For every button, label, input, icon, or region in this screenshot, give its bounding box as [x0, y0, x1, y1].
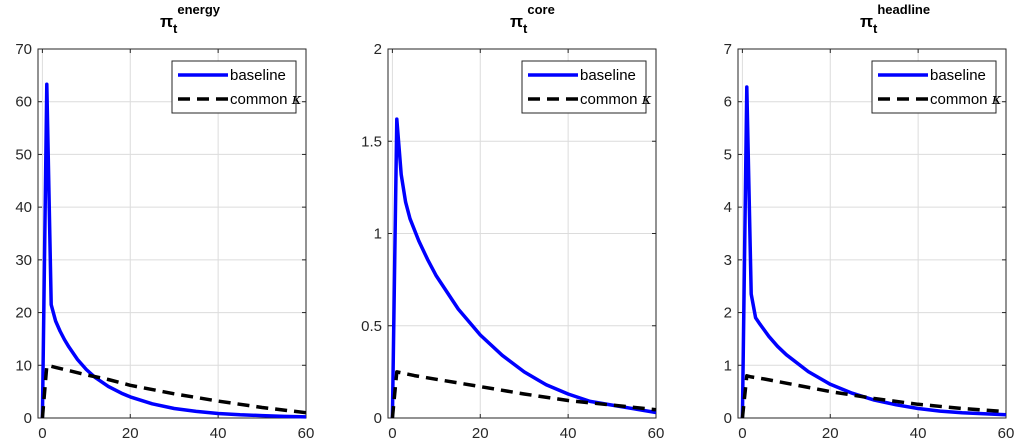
legend: baseline common κ	[521, 60, 652, 114]
title-superscript: energy	[177, 2, 220, 17]
title-subscript: t	[523, 21, 528, 36]
x-tick-label: 20	[122, 425, 139, 442]
legend-label-symbol: κ	[641, 90, 652, 108]
y-tick-label: 3	[724, 252, 732, 269]
y-tick-label: 50	[15, 146, 32, 163]
chart-panel-3: 0 20 40 60 0 1 2 3 4 5 6 7 πt headline baseline common …	[724, 2, 1015, 442]
y-tick-label: 0	[374, 410, 382, 427]
legend-box	[521, 60, 647, 114]
y-tick-label: 60	[15, 94, 32, 111]
y-tick-label: 7	[724, 41, 732, 58]
legend-label: baseline	[930, 67, 986, 84]
legend-label-text: common	[580, 91, 642, 108]
y-tick-label: 6	[724, 94, 732, 111]
y-tick-label: 0	[24, 410, 32, 427]
legend-label: baseline	[230, 67, 286, 84]
panel-title: πt core	[510, 2, 555, 36]
y-tick-label: 30	[15, 252, 32, 269]
panel-title: πt headline	[860, 2, 930, 36]
legend-box	[871, 60, 997, 114]
title-subscript: t	[873, 21, 878, 36]
y-tick-label: 0.5	[361, 318, 382, 335]
x-tick-label: 0	[738, 425, 746, 442]
x-tick-label: 40	[210, 425, 227, 442]
legend-label: common κ	[580, 90, 652, 108]
legend: baseline common κ	[871, 60, 1002, 114]
y-tick-label: 5	[724, 146, 732, 163]
x-tick-label: 60	[998, 425, 1015, 442]
y-tick-label: 0	[724, 410, 732, 427]
y-tick-label: 10	[15, 357, 32, 374]
x-tick-label: 40	[910, 425, 927, 442]
title-base: π	[860, 12, 873, 31]
y-tick-label: 20	[15, 305, 32, 322]
x-tick-label: 60	[298, 425, 315, 442]
series-line-baseline	[740, 85, 1007, 419]
series-line-baseline	[40, 82, 307, 419]
title-subscript: t	[173, 21, 178, 36]
panel-title: πt energy	[160, 2, 221, 36]
y-tick-label: 1	[724, 357, 732, 374]
axes-box	[37, 48, 307, 419]
chart-panel-2: 0 20 40 60 0 0.5 1 1.5 2 πt core baseline common κ	[361, 2, 664, 442]
x-tick-label: 0	[388, 425, 396, 442]
y-tick-label: 2	[724, 305, 732, 322]
legend-label: baseline	[580, 67, 636, 84]
y-tick-label: 1	[374, 226, 382, 243]
legend-label-symbol: κ	[991, 90, 1002, 108]
title-superscript: headline	[877, 2, 930, 17]
chart-panel-1: 0 20 40 60 0 10 20 30 40 50 60 70 πt energy baseline co…	[15, 2, 314, 442]
legend-label: common κ	[230, 90, 302, 108]
x-tick-label: 20	[472, 425, 489, 442]
x-tick-label: 40	[560, 425, 577, 442]
y-tick-label: 2	[374, 41, 382, 58]
x-tick-label: 60	[648, 425, 665, 442]
x-tick-label: 20	[822, 425, 839, 442]
y-tick-label: 4	[724, 199, 732, 216]
series-line-common-kappa	[40, 364, 307, 419]
series-line-common-kappa	[740, 374, 1007, 419]
legend-label-symbol: κ	[291, 90, 302, 108]
y-tick-label: 40	[15, 199, 32, 216]
title-superscript: core	[527, 2, 554, 17]
legend-label: common κ	[930, 90, 1002, 108]
axes-box	[737, 48, 1007, 419]
legend-label-text: common	[930, 91, 992, 108]
series-line-baseline	[390, 117, 657, 419]
x-tick-label: 0	[38, 425, 46, 442]
legend-label-text: common	[230, 91, 292, 108]
y-tick-label: 1.5	[361, 133, 382, 150]
y-tick-label: 70	[15, 41, 32, 58]
legend: baseline common κ	[171, 60, 302, 114]
title-base: π	[160, 12, 173, 31]
title-base: π	[510, 12, 523, 31]
legend-box	[171, 60, 297, 114]
series-line-common-kappa	[390, 370, 657, 419]
